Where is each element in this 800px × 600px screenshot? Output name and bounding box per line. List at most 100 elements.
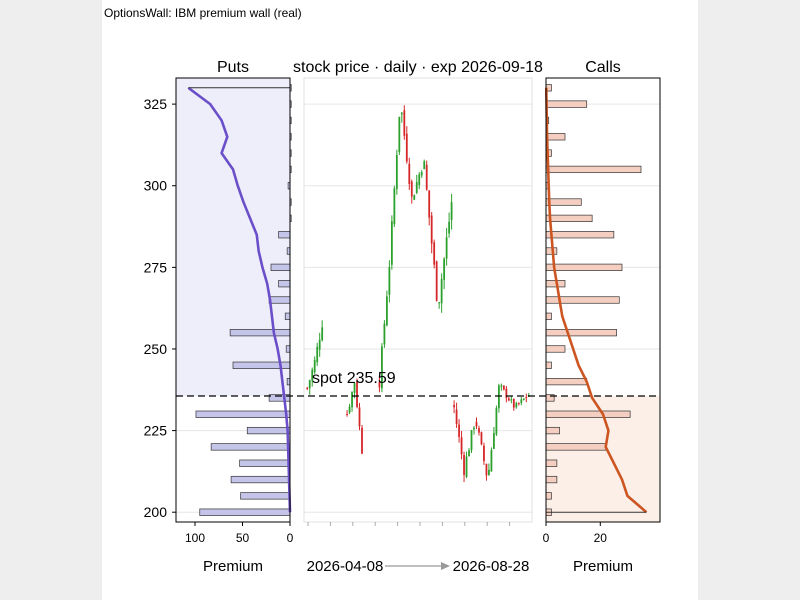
y-tick-label: 300: [144, 178, 168, 194]
candle-body: [507, 398, 510, 401]
y-tick-label: 225: [144, 423, 168, 439]
candle-body: [502, 385, 505, 390]
puts-bar: [199, 508, 291, 516]
puts-bar: [210, 443, 291, 451]
calls-frame: [545, 77, 661, 523]
y-tick-label: 250: [144, 341, 168, 357]
calls-panel: 0 20: [543, 77, 661, 545]
puts-bar: [278, 231, 291, 239]
candle-body: [483, 445, 485, 462]
candle-body: [316, 346, 319, 363]
candle-body: [480, 432, 483, 445]
candle-body: [475, 421, 478, 427]
candle-body: [453, 404, 455, 408]
candle-body: [393, 188, 396, 225]
candle-body: [395, 155, 398, 189]
candle-body: [318, 339, 321, 350]
puts-cumulative-line: [187, 86, 292, 513]
candle-body: [458, 424, 460, 437]
calls-title: Calls: [585, 59, 621, 76]
candle-body: [500, 385, 503, 387]
spot-label: spot 235.59: [312, 370, 396, 387]
y-tick-label: 325: [144, 96, 168, 112]
calls-xlabel: Premium: [573, 558, 633, 575]
calls-bar: [545, 296, 620, 304]
candle-body: [460, 437, 463, 455]
calls-bar: [545, 361, 552, 369]
candle-body: [505, 388, 508, 398]
candle-body: [311, 369, 314, 381]
candle-body: [495, 408, 498, 435]
candle-body: [485, 463, 488, 476]
puts-x-tick-label: 100: [185, 531, 205, 545]
calls-bar: [545, 443, 607, 451]
puts-bar: [246, 426, 291, 435]
candle-body: [438, 302, 441, 304]
puts-bar: [284, 312, 291, 320]
puts-title: Puts: [217, 59, 249, 76]
price-title: stock price · daily · exp 2026-09-18: [293, 59, 543, 76]
calls-bar: [545, 165, 642, 174]
calls-bar: [545, 475, 558, 484]
candle-body: [493, 433, 495, 449]
puts-bar: [285, 345, 291, 353]
calls-bar: [545, 329, 617, 337]
calls-x-tick-label: 20: [594, 531, 608, 545]
candle-body: [423, 161, 426, 170]
candle-body: [470, 430, 473, 451]
candle-body: [410, 181, 413, 197]
calls-x-tick-label: 0: [543, 531, 550, 545]
candle-body: [403, 110, 406, 136]
candle-body: [361, 427, 363, 454]
candle-body: [517, 402, 520, 404]
candle-body: [383, 323, 386, 345]
candle-body: [405, 133, 408, 162]
candle-body: [450, 202, 453, 221]
candle-body: [400, 112, 403, 115]
candle-body: [358, 407, 361, 427]
candle-body: [473, 427, 475, 430]
calls-cumulative-line: [544, 87, 648, 514]
puts-bar: [195, 410, 291, 418]
puts-bar: [229, 329, 291, 337]
puts-bar: [240, 492, 291, 500]
puts-shade: [176, 78, 290, 397]
window-title: OptionsWall: IBM premium wall (real): [104, 6, 302, 20]
puts-bar: [230, 475, 291, 484]
candle-body: [346, 414, 348, 416]
candle-body: [388, 266, 391, 295]
calls-bar: [545, 198, 582, 206]
calls-bar: [545, 263, 623, 271]
calls-bar: [545, 378, 588, 386]
candle-body: [522, 398, 525, 400]
candle-body: [448, 221, 451, 234]
puts-bar: [239, 459, 291, 467]
puts-bar: [278, 280, 291, 288]
candle-body: [443, 258, 446, 280]
calls-bar: [545, 100, 588, 108]
candle-body: [351, 392, 353, 408]
candle-body: [408, 163, 411, 185]
candle-body: [306, 387, 309, 389]
y-tick-label: 275: [144, 259, 168, 275]
candle-body: [433, 242, 436, 265]
candle-body: [398, 116, 401, 153]
calls-bar: [545, 426, 560, 435]
candle-body: [515, 403, 518, 408]
candle-body: [415, 181, 418, 193]
candle-body: [455, 409, 458, 424]
time-arrow-head: [441, 562, 450, 570]
candle-body: [510, 399, 513, 401]
candle-body: [308, 380, 311, 389]
calls-bar: [545, 410, 631, 418]
calls-bar: [545, 133, 566, 141]
candle-body: [440, 279, 443, 304]
candle-body: [425, 164, 428, 190]
price-frame: [303, 77, 533, 523]
candle-body: [378, 382, 381, 388]
candle-body: [385, 296, 388, 326]
candle-body: [420, 172, 423, 176]
x-end-label: 2026-08-28: [453, 558, 530, 575]
candle-body: [463, 454, 465, 475]
